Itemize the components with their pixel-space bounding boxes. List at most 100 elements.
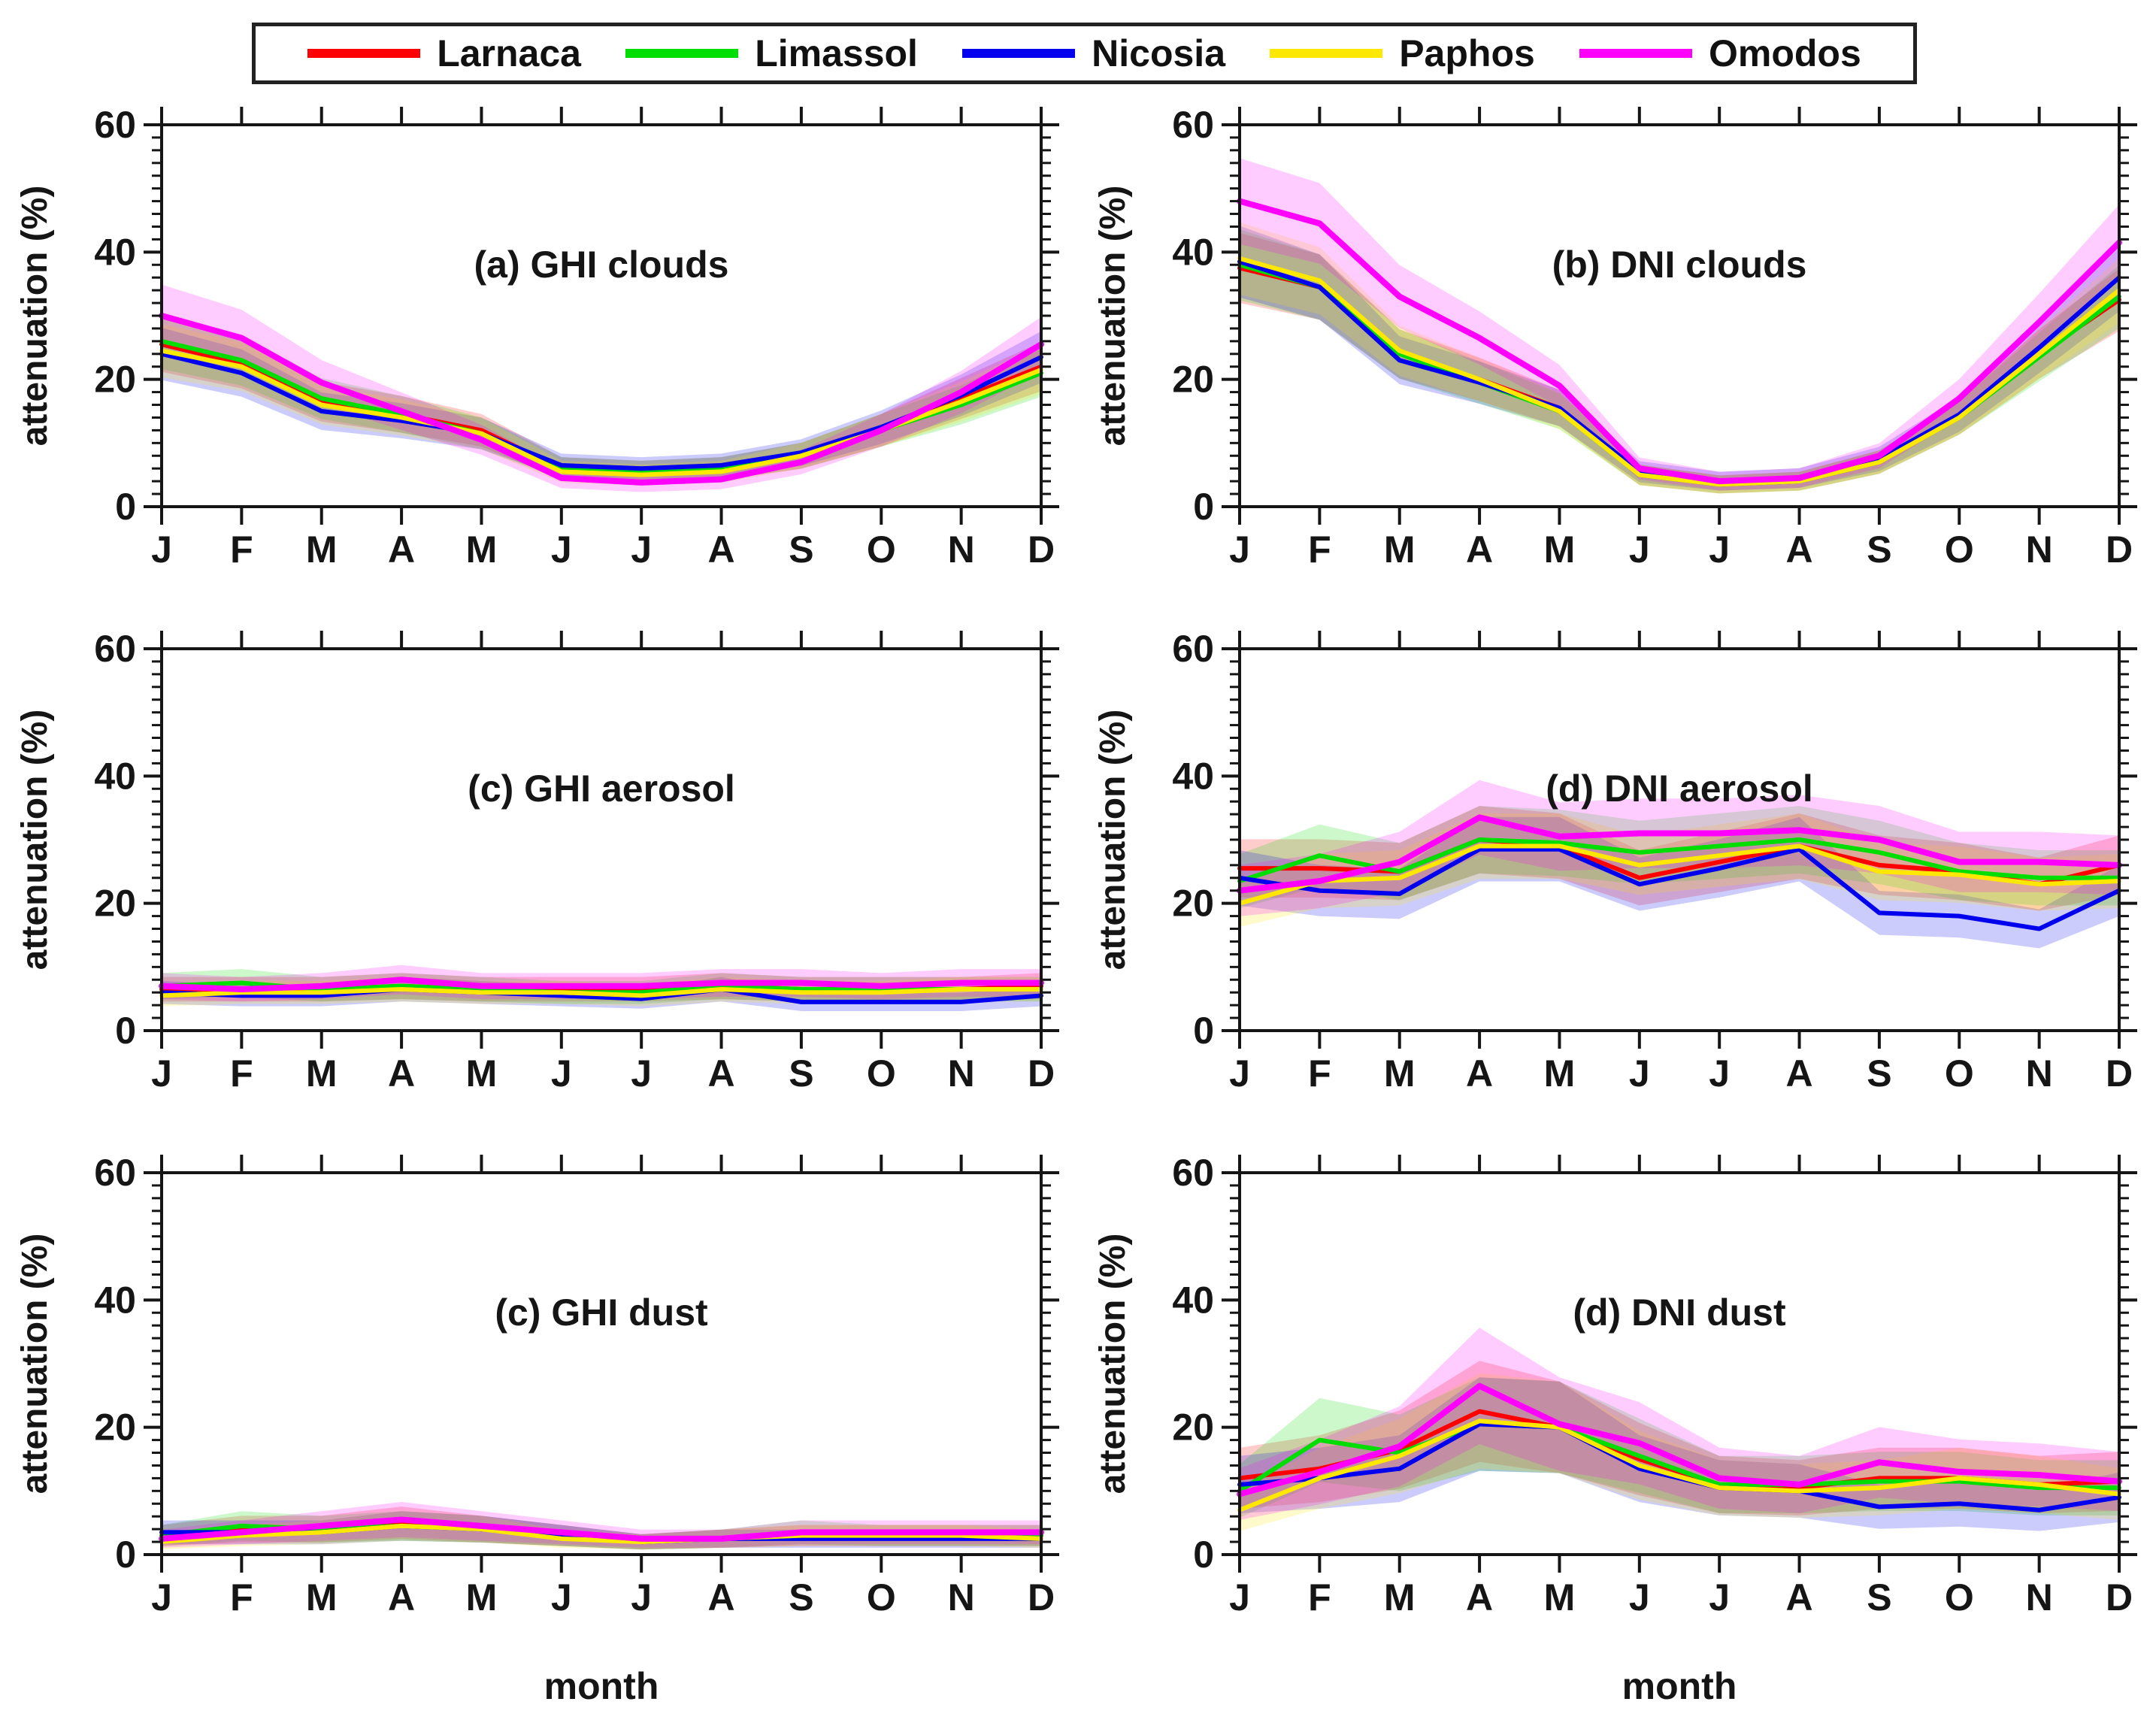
y-tick-label: 40 bbox=[94, 755, 136, 797]
x-tick-label: M bbox=[306, 528, 338, 571]
y-tick-label: 20 bbox=[1172, 359, 1214, 401]
legend: Larnaca Limassol Nicosia Paphos Omodos bbox=[252, 23, 1917, 84]
chart-dni-aerosol: 0 20 40 60 J F M A M J J A S O N D (d) DNI aerosol attenu… bbox=[1093, 628, 2137, 1095]
axis-ticks bbox=[1222, 107, 2137, 525]
x-tick-label: J bbox=[631, 528, 652, 571]
y-tick-label: 20 bbox=[94, 359, 136, 401]
chart-title: (b) DNI clouds bbox=[1552, 244, 1807, 286]
x-tick-label: N bbox=[948, 1052, 975, 1095]
y-axis-label: attenuation (%) bbox=[15, 186, 55, 447]
x-tick-label: O bbox=[1945, 528, 1974, 571]
y-tick-label: 40 bbox=[1172, 755, 1214, 797]
legend-line-sample-larnaca bbox=[307, 49, 421, 58]
x-tick-label: N bbox=[2026, 528, 2053, 571]
chart-title: (a) GHI clouds bbox=[474, 244, 729, 286]
legend-item-omodos: Omodos bbox=[1579, 35, 1861, 72]
x-tick-label: A bbox=[707, 1576, 734, 1618]
x-tick-label: M bbox=[306, 1052, 338, 1095]
x-tick-label: J bbox=[1629, 1052, 1650, 1095]
x-tick-label: J bbox=[1229, 528, 1250, 571]
x-tick-label: J bbox=[1229, 1576, 1250, 1618]
x-tick-label: N bbox=[2026, 1576, 2053, 1618]
subplot-ghi-clouds: 0 20 40 60 J F M A M J J A S O N D (a) GHI clouds attenua… bbox=[0, 98, 1078, 622]
x-axis-label: month bbox=[544, 1665, 659, 1707]
y-tick-label: 0 bbox=[1193, 486, 1214, 528]
y-axis-label: attenuation (%) bbox=[15, 1234, 55, 1494]
y-tick-label: 0 bbox=[1193, 1534, 1214, 1576]
x-tick-label: M bbox=[1384, 528, 1416, 571]
y-tick-label: 20 bbox=[1172, 883, 1214, 925]
x-tick-label: J bbox=[1229, 1052, 1250, 1095]
uncertainty-band-larnaca bbox=[162, 316, 1041, 483]
y-tick-label: 0 bbox=[1193, 1010, 1214, 1052]
uncertainty-band-nicosia bbox=[162, 327, 1041, 480]
x-tick-label: F bbox=[230, 1052, 253, 1095]
axis-box bbox=[160, 1171, 1043, 1556]
subplot-dni-dust: 0 20 40 60 J F M A M J J A S O N D (d) DNI dust attenuati… bbox=[1078, 1146, 2156, 1732]
series-line-paphos bbox=[159, 1523, 1043, 1545]
x-tick-label: D bbox=[2106, 1576, 2133, 1618]
series-line-omodos bbox=[159, 1516, 1044, 1542]
legend-label-nicosia: Nicosia bbox=[1092, 32, 1225, 74]
series-line-omodos bbox=[159, 977, 1044, 992]
x-tick-label: F bbox=[1308, 1052, 1331, 1095]
legend-item-paphos: Paphos bbox=[1270, 35, 1535, 72]
x-tick-label: J bbox=[1629, 528, 1650, 571]
uncertainty-band-paphos bbox=[1240, 1373, 2119, 1531]
legend-item-nicosia: Nicosia bbox=[962, 35, 1225, 72]
y-axis-label: attenuation (%) bbox=[1093, 186, 1133, 447]
legend-area: Larnaca Limassol Nicosia Paphos Omodos bbox=[0, 0, 2156, 98]
series-line-limassol bbox=[1237, 837, 2121, 884]
x-tick-label: M bbox=[466, 1576, 498, 1618]
x-tick-label: M bbox=[1544, 528, 1576, 571]
subplot-ghi-dust: 0 20 40 60 J F M A M J J A S O N D (c) GHI dust attenuati… bbox=[0, 1146, 1078, 1732]
series-line-paphos bbox=[1237, 843, 2121, 906]
x-tick-label: J bbox=[631, 1576, 652, 1618]
x-tick-label: S bbox=[789, 1576, 813, 1618]
legend-item-larnaca: Larnaca bbox=[307, 35, 581, 72]
chart-dni-dust: 0 20 40 60 J F M A M J J A S O N D (d) DNI dust attenuati… bbox=[1093, 1152, 2137, 1707]
x-tick-label: O bbox=[867, 528, 896, 571]
y-axis-label: attenuation (%) bbox=[15, 710, 55, 970]
chart-title: (d) DNI dust bbox=[1573, 1291, 1786, 1334]
x-tick-label: S bbox=[1867, 528, 1891, 571]
x-tick-label: A bbox=[707, 528, 734, 571]
x-tick-label: D bbox=[2106, 528, 2133, 571]
y-tick-label: 0 bbox=[115, 1534, 136, 1576]
x-tick-label: S bbox=[789, 528, 813, 571]
x-tick-label: S bbox=[789, 1052, 813, 1095]
legend-label-omodos: Omodos bbox=[1709, 32, 1861, 74]
series-line-paphos bbox=[1237, 1419, 2121, 1512]
x-tick-label: A bbox=[1466, 528, 1493, 571]
x-tick-label: J bbox=[151, 1052, 172, 1095]
y-tick-label: 40 bbox=[94, 1279, 136, 1321]
axis-ticks bbox=[1222, 631, 2137, 1049]
y-tick-label: 40 bbox=[94, 231, 136, 273]
y-tick-label: 60 bbox=[94, 628, 136, 670]
subplot-dni-clouds: 0 20 40 60 J F M A M J J A S O N D (b) DNI clouds attenua… bbox=[1078, 98, 2156, 622]
y-axis-label: attenuation (%) bbox=[1093, 1234, 1133, 1494]
x-tick-label: A bbox=[1785, 1576, 1812, 1618]
x-tick-label: J bbox=[1709, 1576, 1730, 1618]
series-line-omodos bbox=[159, 313, 1044, 486]
x-tick-label: M bbox=[1544, 1576, 1576, 1618]
series-line-omodos bbox=[1237, 814, 2122, 894]
series-line-omodos bbox=[1237, 198, 2122, 485]
x-tick-label: F bbox=[230, 528, 253, 571]
series-line-nicosia bbox=[1237, 846, 2121, 931]
chart-ghi-dust: 0 20 40 60 J F M A M J J A S O N D (c) GHI dust attenuati… bbox=[15, 1152, 1059, 1707]
x-tick-label: O bbox=[867, 1052, 896, 1095]
x-tick-label: J bbox=[151, 1576, 172, 1618]
x-tick-label: D bbox=[1028, 1052, 1055, 1095]
x-tick-label: M bbox=[1384, 1576, 1416, 1618]
legend-line-sample-omodos bbox=[1579, 49, 1692, 58]
y-tick-label: 0 bbox=[115, 486, 136, 528]
x-tick-label: A bbox=[1466, 1576, 1493, 1618]
uncertainty-band-omodos bbox=[1240, 158, 2119, 491]
x-tick-label: F bbox=[230, 1576, 253, 1618]
legend-label-limassol: Limassol bbox=[755, 32, 918, 74]
axis-ticks bbox=[144, 107, 1059, 525]
axis-ticks bbox=[1222, 1155, 2137, 1573]
y-tick-label: 0 bbox=[115, 1010, 136, 1052]
